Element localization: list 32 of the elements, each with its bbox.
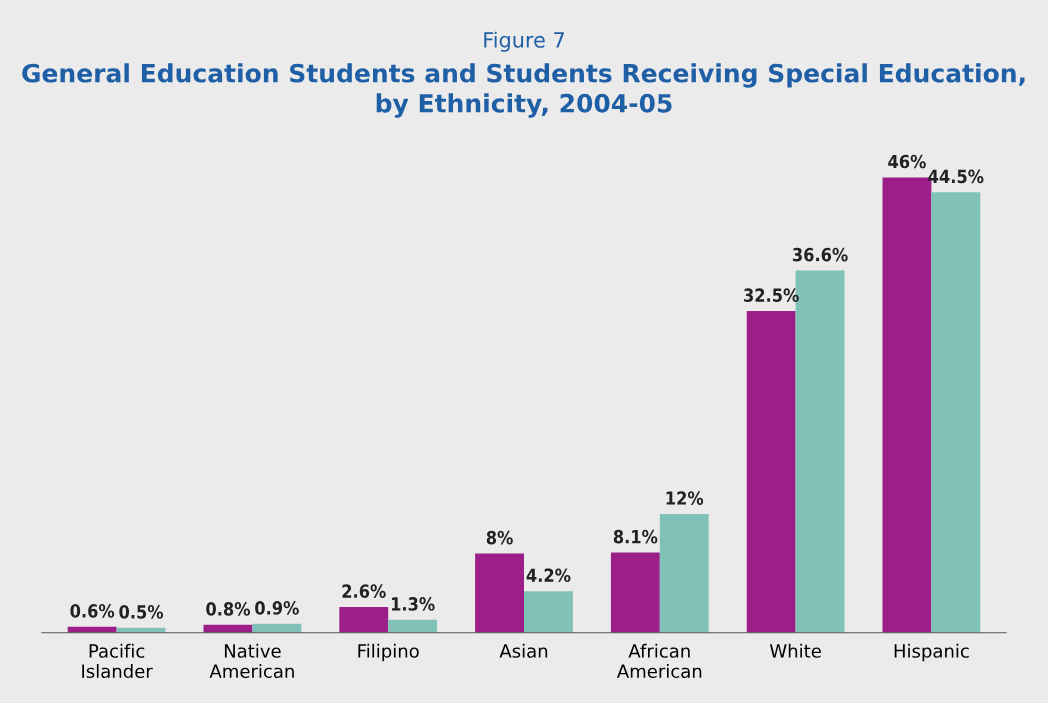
bar (610, 552, 660, 633)
data-label: 0.5% (119, 605, 164, 619)
bar (659, 513, 709, 633)
x-tick-label: African American (616, 643, 702, 679)
x-tick-label: Pacific Islander (82, 643, 153, 679)
data-label: 32.5% (744, 288, 799, 302)
x-tick-label: Filipino (358, 643, 419, 662)
data-label: 8.1% (613, 529, 658, 544)
x-tick-label: Asian (499, 643, 548, 658)
chart-subtitle: Figure 7 (484, 31, 564, 52)
data-label: 12% (666, 491, 704, 505)
bar (931, 192, 981, 633)
data-label: 46% (888, 154, 926, 169)
data-label: 0.6% (70, 604, 115, 618)
bar (524, 591, 573, 633)
chart-title: General Education Students and Students Receiving Special Education, by Ethnicity, 2004-05 (22, 63, 1025, 118)
data-label: 0.9% (255, 601, 299, 615)
bar (388, 619, 438, 633)
x-tick-label: White (769, 643, 821, 658)
data-label: 44.5% (928, 169, 984, 184)
data-label: 0.8% (206, 602, 250, 616)
data-label: 36.6% (792, 247, 848, 262)
data-label: 8% (486, 530, 513, 545)
bar (252, 623, 302, 633)
bar (339, 606, 389, 633)
data-label: 2.6% (342, 584, 386, 598)
data-label: 4.2% (526, 568, 571, 583)
x-tick-label: Native American (209, 643, 294, 679)
bar (746, 311, 796, 633)
x-tick-label: Hispanic (894, 643, 969, 662)
data-label: 1.3% (391, 597, 435, 611)
bar (475, 553, 524, 633)
